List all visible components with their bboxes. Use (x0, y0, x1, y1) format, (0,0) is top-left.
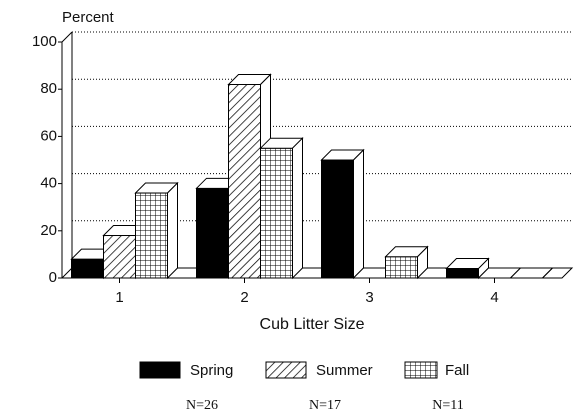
bar (321, 159, 354, 279)
bar-side (417, 245, 428, 280)
bar-side (167, 181, 178, 280)
y-tick-label: 80 (40, 80, 57, 97)
legend-swatch (139, 361, 181, 379)
annotation: N=17 (309, 398, 341, 413)
annotation: N=26 (186, 398, 218, 413)
legend-swatch (404, 361, 438, 379)
x-tick-label: 1 (115, 289, 123, 306)
bar (196, 187, 229, 279)
x-tick-label: 4 (490, 289, 498, 306)
legend-label: Fall (445, 362, 469, 379)
bar (135, 192, 168, 279)
axis-top (61, 31, 73, 43)
annotation: N=11 (432, 398, 464, 413)
y-tick-label: 0 (49, 269, 57, 286)
y-tick-label: 20 (40, 222, 57, 239)
y-axis-label: Percent (62, 9, 115, 26)
y-tick-label: 60 (40, 127, 57, 144)
bar (228, 83, 261, 279)
legend-swatch (265, 361, 307, 379)
x-tick-label: 3 (365, 289, 373, 306)
legend-label: Summer (316, 362, 373, 379)
bar (103, 235, 136, 279)
x-tick-label: 2 (240, 289, 248, 306)
bar-side (353, 148, 364, 280)
bar (385, 256, 418, 279)
x-axis-label: Cub Litter Size (260, 316, 365, 333)
bar-side (542, 267, 553, 279)
bar (446, 268, 479, 279)
bar (71, 258, 104, 279)
legend-label: Spring (190, 362, 233, 379)
y-tick-label: 40 (40, 175, 57, 192)
bar (260, 147, 293, 279)
y-tick-label: 100 (32, 33, 57, 50)
bar-side (292, 136, 303, 280)
